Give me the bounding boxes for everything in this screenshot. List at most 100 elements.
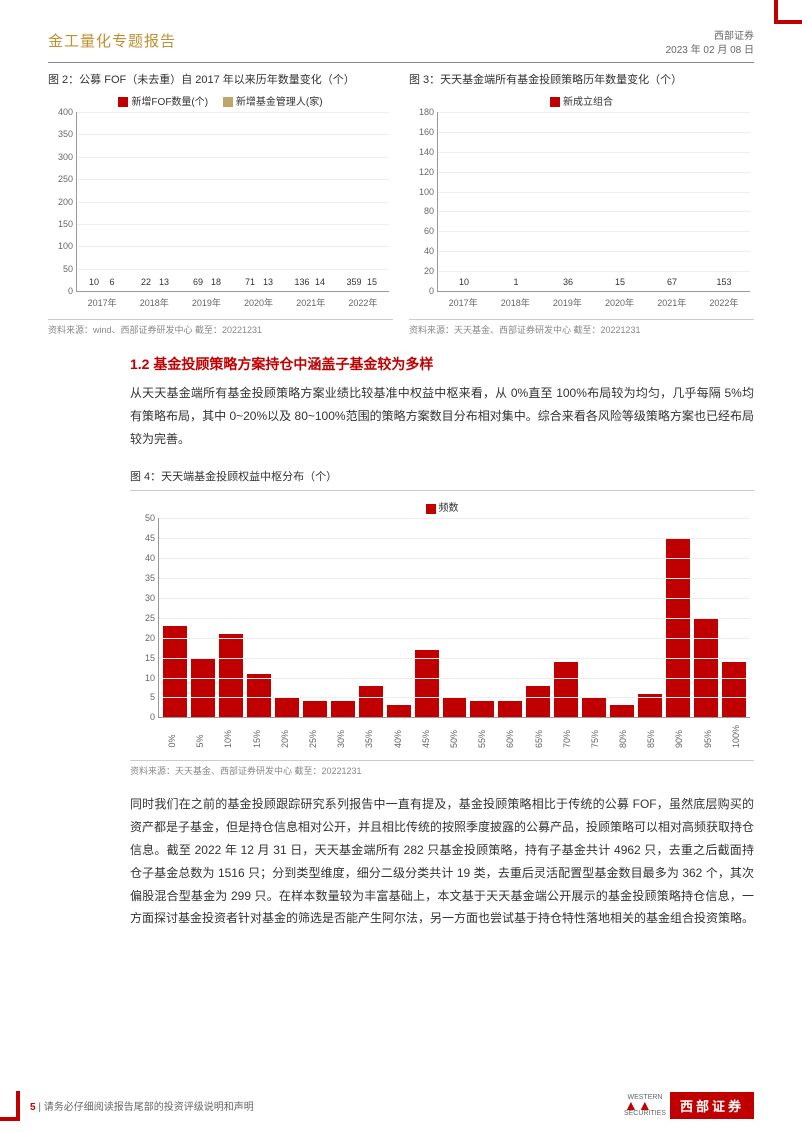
x-tick-label: 10% xyxy=(223,734,233,748)
bar-value-label: 18 xyxy=(211,277,221,287)
x-tick-label: 2017年 xyxy=(449,296,478,309)
x-tick-label: 2022年 xyxy=(709,296,738,309)
bar xyxy=(722,662,746,718)
logo-icon: WESTERN ▲▲ SECURITIES xyxy=(624,1094,666,1116)
legend-label: 新增FOF数量(个) xyxy=(131,97,208,108)
x-tick-label: 20% xyxy=(280,734,290,748)
y-tick: 40 xyxy=(424,246,434,256)
y-tick: 0 xyxy=(150,712,155,722)
bar-value-label: 15 xyxy=(615,277,625,287)
footer-text: 5 | 请务必仔细阅读报告尾部的投资评级说明和声明 xyxy=(30,1098,254,1113)
legend-label: 新成立组合 xyxy=(563,97,613,108)
charts-row-top: 图 2：公募 FOF（未去重）自 2017 年以来历年数量变化（个） 新增FOF… xyxy=(0,63,802,336)
legend-label: 频数 xyxy=(439,503,459,514)
bar-value-label: 22 xyxy=(141,277,151,287)
chart-4-legend: 频数 xyxy=(130,499,754,514)
x-tick-label: 2019年 xyxy=(192,296,221,309)
page-header: 金工量化专题报告 西部证券 2023 年 02 月 08 日 xyxy=(0,0,802,58)
bar xyxy=(443,698,467,718)
legend-swatch-tan xyxy=(223,97,233,107)
y-tick: 350 xyxy=(58,129,73,139)
legend-swatch-red xyxy=(118,97,128,107)
decor-top-vert xyxy=(774,0,778,20)
y-tick: 20 xyxy=(424,266,434,276)
x-tick-label: 2017年 xyxy=(88,296,117,309)
bar xyxy=(470,701,494,717)
x-tick-label: 2022年 xyxy=(348,296,377,309)
logo-en-lower: SECURITIES xyxy=(624,1110,666,1117)
header-meta: 西部证券 2023 年 02 月 08 日 xyxy=(666,30,754,58)
x-tick-label: 30% xyxy=(336,734,346,748)
x-tick-label: 75% xyxy=(590,734,600,748)
bar-value-label: 13 xyxy=(263,277,273,287)
bar xyxy=(331,701,355,717)
legend-swatch-red xyxy=(550,97,560,107)
bar-value-label: 71 xyxy=(245,277,255,287)
chart-3-xaxis: 2017年2018年2019年2020年2021年2022年 xyxy=(437,296,750,309)
bar xyxy=(387,705,411,717)
chart-3-source: 资料来源：天天基金、西部证券研发中心 截至：20221231 xyxy=(409,319,754,336)
y-tick: 150 xyxy=(58,219,73,229)
y-tick: 35 xyxy=(145,573,155,583)
y-tick: 5 xyxy=(150,692,155,702)
bar xyxy=(666,538,690,717)
y-tick: 400 xyxy=(58,107,73,117)
chart-4-source: 资料来源：天天基金、西部证券研发中心 截至：20221231 xyxy=(130,760,754,777)
bar-value-label: 359 xyxy=(346,277,361,287)
decor-top-horiz xyxy=(774,20,802,24)
bar xyxy=(415,650,439,718)
y-tick: 140 xyxy=(419,147,434,157)
chart-2: 图 2：公募 FOF（未去重）自 2017 年以来历年数量变化（个） 新增FOF… xyxy=(48,71,393,336)
bar xyxy=(163,626,187,718)
y-tick: 60 xyxy=(424,226,434,236)
y-tick: 20 xyxy=(145,633,155,643)
y-tick: 50 xyxy=(145,513,155,523)
bar xyxy=(694,618,718,718)
bar-value-label: 136 xyxy=(294,277,309,287)
legend-label: 新增基金管理人(家) xyxy=(236,97,323,108)
logo-cn: 西部证券 xyxy=(670,1092,754,1119)
chart-2-area: 050100150200250300350400 106221369187113… xyxy=(76,112,389,292)
bar-value-label: 153 xyxy=(716,277,731,287)
chart-2-legend: 新增FOF数量(个) 新增基金管理人(家) xyxy=(48,93,393,108)
y-tick: 160 xyxy=(419,127,434,137)
chart-2-xaxis: 2017年2018年2019年2020年2021年2022年 xyxy=(76,296,389,309)
y-tick: 10 xyxy=(145,673,155,683)
chart-4-area: 05101520253035404550 xyxy=(158,518,750,718)
bar-value-label: 10 xyxy=(459,277,469,287)
x-tick-label: 85% xyxy=(646,734,656,748)
x-tick-label: 2019年 xyxy=(553,296,582,309)
chart-2-source: 资料来源：wind、西部证券研发中心 截至：20221231 xyxy=(48,319,393,336)
x-tick-label: 2020年 xyxy=(244,296,273,309)
bar xyxy=(219,634,243,718)
x-tick-label: 70% xyxy=(562,734,572,748)
legend-swatch-red xyxy=(426,504,436,514)
x-tick-label: 0% xyxy=(167,734,177,748)
y-tick: 200 xyxy=(58,197,73,207)
x-tick-label: 40% xyxy=(393,734,403,748)
y-tick: 45 xyxy=(145,533,155,543)
bar-value-label: 67 xyxy=(667,277,677,287)
bar-value-label: 14 xyxy=(315,277,325,287)
x-tick-label: 2018年 xyxy=(140,296,169,309)
x-tick-label: 2020年 xyxy=(605,296,634,309)
y-tick: 300 xyxy=(58,152,73,162)
footer-logo: WESTERN ▲▲ SECURITIES 西部证券 xyxy=(624,1092,754,1119)
bar xyxy=(498,701,522,717)
chart-3-title: 图 3：天天基金端所有基金投顾策略历年数量变化（个） xyxy=(409,71,754,87)
x-tick-label: 60% xyxy=(505,734,515,748)
org-name: 西部证券 xyxy=(666,30,754,44)
x-tick-label: 25% xyxy=(308,734,318,748)
bar-value-label: 15 xyxy=(367,277,377,287)
x-tick-label: 55% xyxy=(477,734,487,748)
bar xyxy=(275,698,299,718)
bar xyxy=(610,705,634,717)
y-tick: 15 xyxy=(145,653,155,663)
bar-value-label: 69 xyxy=(193,277,203,287)
chart-3-area: 020406080100120140160180 101361567153 xyxy=(437,112,750,292)
bar-value-label: 1 xyxy=(513,277,518,287)
y-tick: 0 xyxy=(68,286,73,296)
section-1-2-heading: 1.2 基金投顾策略方案持仓中涵盖子基金较为多样 xyxy=(0,336,802,382)
y-tick: 30 xyxy=(145,593,155,603)
bar xyxy=(359,686,383,718)
